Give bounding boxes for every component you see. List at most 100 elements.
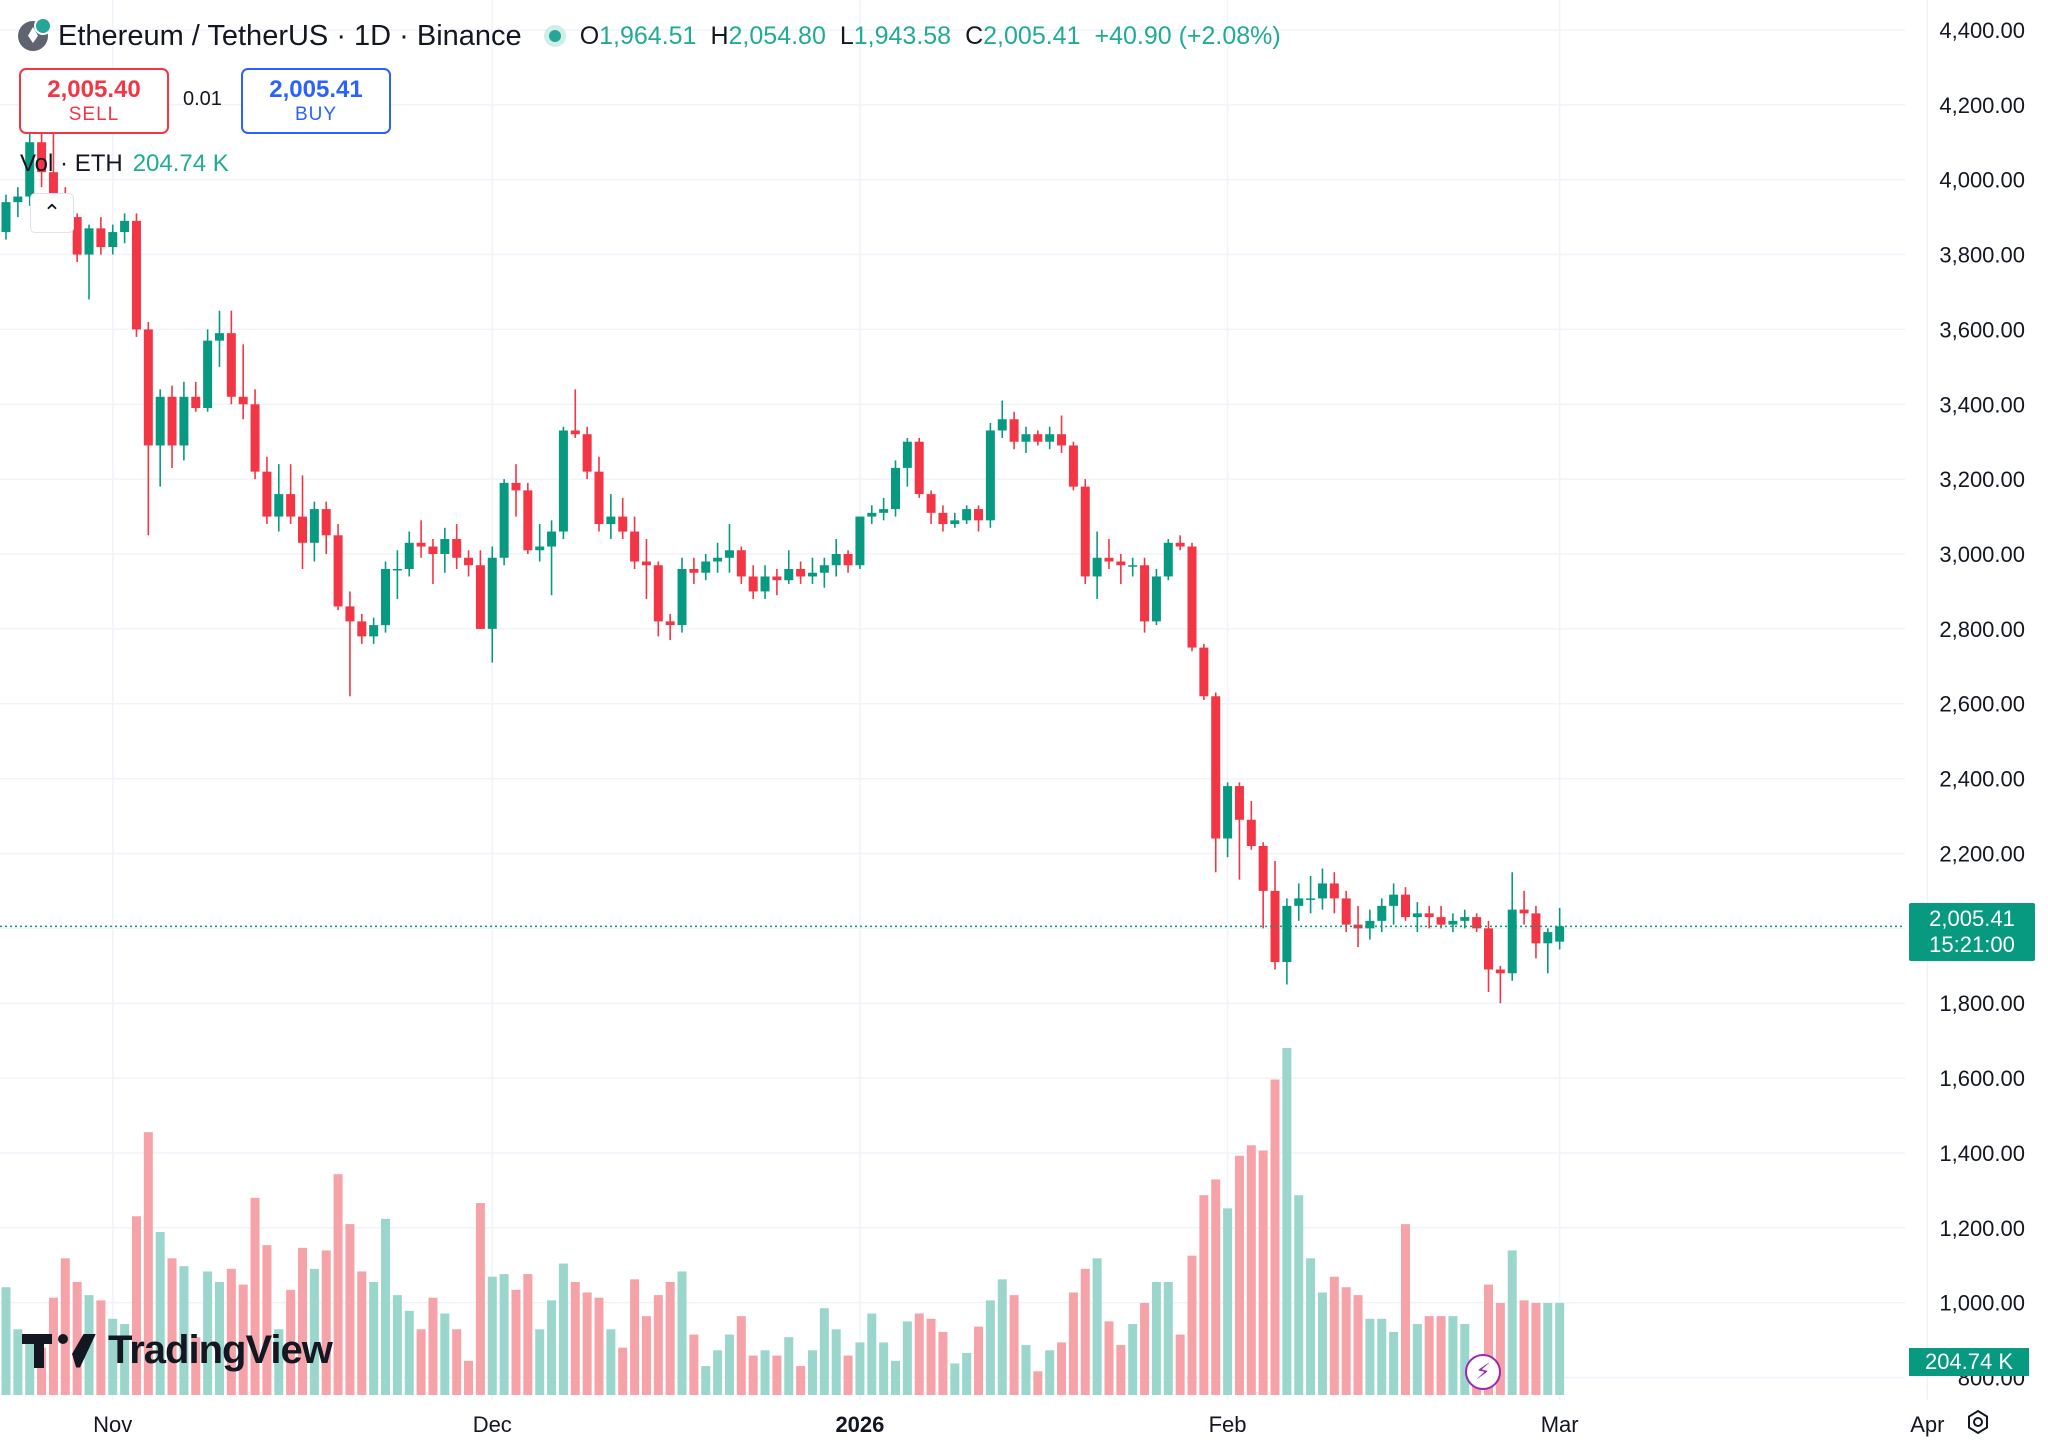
collapse-chevron-icon[interactable]: ⌃ (30, 193, 74, 233)
last-price: 2,005.41 (1929, 906, 2015, 931)
volume-bar (238, 1284, 248, 1395)
volume-bar (298, 1247, 307, 1395)
candle-body (428, 546, 438, 555)
volume-bar (1424, 1316, 1434, 1395)
candle (1, 194, 11, 240)
symbol-title[interactable]: Ethereum / TetherUS · 1D · Binance (58, 19, 522, 52)
volume-bar (985, 1300, 995, 1395)
candle (1234, 782, 1244, 880)
candle-body (760, 576, 770, 592)
time-tick-label: 2026 (835, 1412, 884, 1437)
candle-body (440, 539, 450, 555)
volume-bar (96, 1300, 106, 1395)
candle-body (345, 606, 355, 622)
candle-body (416, 542, 426, 547)
volume-bar (618, 1347, 628, 1395)
candle (167, 385, 177, 468)
candle-body (724, 550, 734, 558)
volume-bar (1057, 1342, 1067, 1395)
candle (155, 389, 165, 487)
open-value: 1,964.51 (599, 21, 697, 50)
candle-body (677, 568, 687, 626)
candle-body (902, 441, 912, 468)
candle-body (653, 565, 663, 622)
candle (392, 550, 402, 599)
candle (203, 329, 213, 412)
volume-bar (262, 1245, 272, 1395)
ohlc-values: O1,964.51 H2,054.80 L1,943.58 C2,005.41 … (579, 21, 1281, 50)
candle (784, 550, 794, 584)
volume-bar (1317, 1292, 1327, 1395)
candlesticks (1, 86, 1565, 1004)
volume-bar (1531, 1302, 1541, 1395)
price-tick-label: 3,800.00 (1939, 243, 2025, 268)
volume-bar (48, 1297, 58, 1395)
candle (630, 516, 640, 569)
volume-bar (1234, 1155, 1244, 1395)
candle (72, 213, 82, 263)
candle (962, 505, 972, 525)
candle-body (120, 220, 130, 233)
volume-bar (250, 1197, 260, 1395)
volume-bar (855, 1342, 865, 1395)
volume-bar (214, 1281, 224, 1395)
candle-body (511, 482, 521, 491)
candle (475, 550, 485, 629)
candle (1353, 905, 1363, 948)
time-tick-label: Dec (473, 1412, 512, 1437)
candle (879, 497, 889, 521)
candle-body (1009, 419, 1019, 442)
candle-body (155, 396, 165, 446)
candle-body (1519, 909, 1529, 914)
settings-icon[interactable] (1964, 1408, 1992, 1436)
candle-body (167, 396, 177, 446)
candle (1436, 905, 1446, 929)
price-tick-label: 3,400.00 (1939, 392, 2025, 417)
candle-body (475, 565, 485, 629)
buy-button[interactable]: 2,005.41 BUY (241, 68, 391, 134)
volume-bar (938, 1331, 948, 1395)
candle-body (950, 520, 960, 525)
ethereum-coin-icon[interactable] (18, 17, 52, 51)
candle (653, 561, 663, 637)
volume-bar (1353, 1295, 1363, 1395)
candle-body (25, 142, 35, 197)
volume-bar (1341, 1287, 1351, 1395)
volume-bar (1543, 1302, 1553, 1395)
candle (1507, 872, 1517, 981)
volume-bar (1555, 1302, 1565, 1395)
volume-bar (1116, 1345, 1126, 1395)
candle (547, 520, 557, 596)
volume-bar (1151, 1281, 1161, 1395)
volume-bar (914, 1313, 924, 1395)
candle-body (238, 396, 248, 405)
volume-bar (974, 1326, 984, 1395)
candle-body (392, 568, 402, 571)
volume-bar (689, 1334, 699, 1395)
volume-legend-label: Vol · ETH (20, 150, 123, 177)
volume-bar (1507, 1250, 1517, 1395)
volume-legend-value: 204.74 K (132, 150, 229, 177)
candle (345, 591, 355, 697)
bolt-icon[interactable]: ⚡︎ (1465, 1354, 1501, 1390)
candle-body (962, 509, 972, 521)
close-value: 2,005.41 (983, 21, 1081, 50)
candle (143, 321, 153, 536)
sell-price: 2,005.40 (47, 76, 141, 103)
candle (1258, 842, 1268, 929)
candle-body (1128, 565, 1138, 567)
price-tick-label: 2,600.00 (1939, 692, 2025, 717)
volume-bar (120, 1324, 130, 1395)
candle (1092, 531, 1102, 599)
sell-button[interactable]: 2,005.40 SELL (19, 68, 169, 134)
candle-body (321, 509, 331, 536)
candle (1282, 898, 1292, 985)
candle-body (630, 531, 640, 562)
tradingview-logo[interactable]: TradingView (22, 1328, 333, 1373)
candle (914, 437, 924, 498)
candle (369, 617, 379, 644)
candle-body (381, 568, 391, 626)
candle (131, 213, 141, 337)
volume-legend[interactable]: Vol · ETH 204.74 K (20, 150, 229, 178)
